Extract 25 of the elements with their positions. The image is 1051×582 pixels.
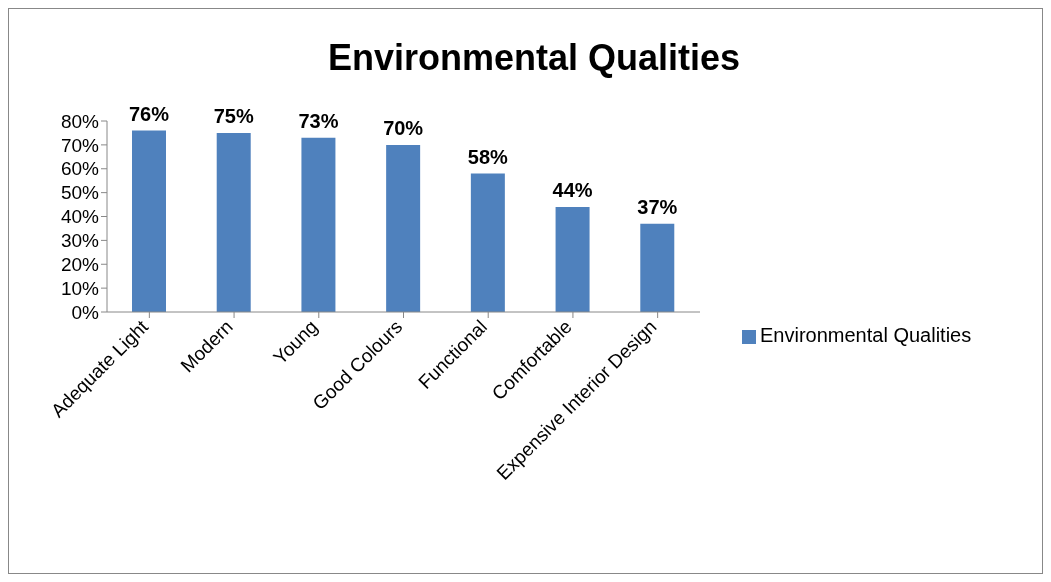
data-label: 75% (213, 104, 254, 127)
y-tick-label: 60% (60, 158, 100, 180)
y-tick-label: 50% (60, 182, 100, 204)
data-label: 73% (298, 109, 339, 132)
data-label: 37% (637, 195, 678, 218)
bar (555, 206, 590, 312)
y-tick-label: 0% (71, 301, 100, 323)
y-tick-label: 40% (60, 206, 100, 228)
legend-label: Environmental Qualities (760, 324, 972, 346)
bar (640, 223, 675, 312)
data-label: 44% (552, 178, 593, 201)
bar (216, 132, 251, 312)
bar (470, 173, 505, 312)
y-tick-label: 20% (60, 253, 100, 275)
y-tick-label: 70% (60, 134, 100, 156)
chart-title: Environmental Qualities (326, 37, 742, 79)
bar (386, 144, 421, 312)
bar (132, 130, 166, 312)
data-label: 76% (128, 102, 170, 125)
y-tick-label: 30% (60, 230, 100, 252)
y-tick-label: 10% (60, 277, 100, 299)
data-label: 70% (383, 116, 424, 139)
y-tick-label: 80% (60, 110, 100, 132)
bar (301, 137, 336, 312)
data-label: 58% (467, 145, 509, 168)
